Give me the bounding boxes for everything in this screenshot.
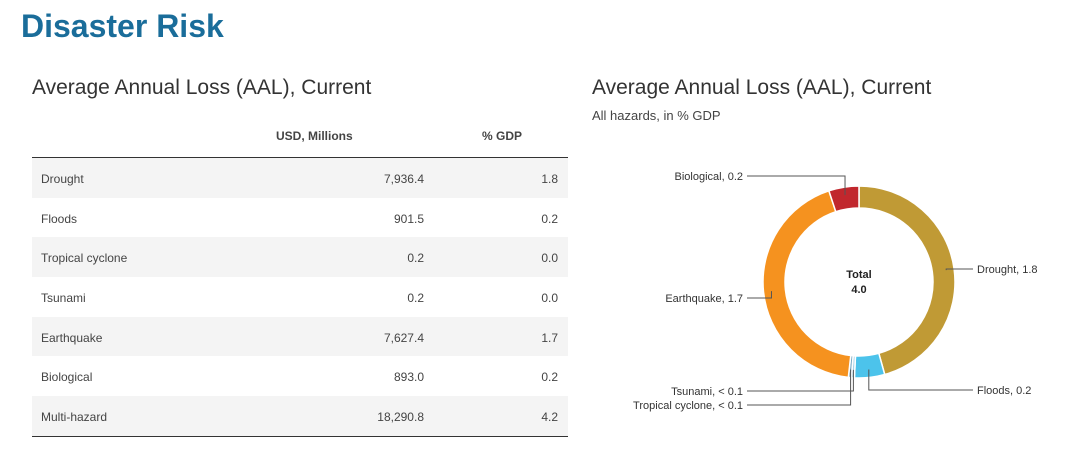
slice-earthquake: [762, 189, 852, 379]
slice-label: Tropical cyclone, < 0.1: [633, 400, 743, 412]
slice-floods: [853, 352, 886, 379]
cell-gdp: 1.7: [541, 330, 558, 345]
slice-connector: [868, 369, 973, 391]
cell-usd: 7,936.4: [383, 172, 424, 186]
cell-hazard: Multi-hazard: [41, 410, 108, 425]
cell-gdp: 0.0: [541, 251, 558, 266]
cell-hazard: Biological: [41, 370, 93, 385]
chart-title: Average Annual Loss (AAL), Current: [592, 76, 932, 99]
page-title: Disaster Risk: [21, 8, 224, 44]
table-row: Tsunami 0.2 0.0: [32, 277, 568, 317]
cell-usd: 893.0: [393, 370, 424, 385]
column-header-gdp: % GDP: [481, 129, 522, 143]
table-row: Tropical cyclone 0.2 0.0: [32, 237, 568, 278]
cell-hazard: Drought: [41, 172, 84, 186]
cell-gdp: 1.8: [541, 172, 558, 186]
table-row: Multi-hazard 18,290.8 4.2: [32, 396, 568, 436]
slice-drought: [858, 185, 956, 376]
slice-biological: [827, 185, 860, 213]
slice-label: Biological, 0.2: [675, 171, 744, 183]
cell-usd: 18,290.8: [377, 410, 424, 425]
donut-chart: Drought, 1.8 Floods, 0.2 Tsunami, < 0.1 Tro…: [633, 171, 1038, 412]
slice-label: Earthquake, 1.7: [665, 293, 743, 305]
column-header-usd: USD, Millions: [276, 129, 353, 143]
table-row: Floods 901.5 0.2: [32, 198, 568, 238]
cell-hazard: Tropical cyclone: [41, 251, 128, 266]
aal-table: USD, Millions % GDP Drought 7,936.4 1.8 Flo…: [32, 118, 568, 437]
cell-gdp: 4.2: [541, 410, 558, 425]
center-value: 4.0: [851, 284, 866, 296]
chart-subtitle: All hazards, in % GDP: [592, 108, 721, 123]
slice-connector: [747, 369, 854, 392]
cell-hazard: Earthquake: [41, 330, 103, 345]
slice-label: Drought, 1.8: [977, 264, 1038, 276]
table-body: Drought 7,936.4 1.8 Floods 901.5 0.2 Tropical …: [32, 158, 568, 436]
slice-label: Tsunami, < 0.1: [671, 386, 743, 398]
cell-usd: 0.2: [407, 251, 424, 266]
table-row: Drought 7,936.4 1.8: [32, 158, 568, 198]
table-title: Average Annual Loss (AAL), Current: [32, 76, 372, 99]
slice-connector: [747, 175, 846, 196]
cell-hazard: Floods: [41, 211, 78, 226]
center-label: Total: [846, 269, 871, 281]
cell-usd: 901.5: [393, 211, 424, 226]
table-header: USD, Millions % GDP: [32, 118, 568, 158]
table-row: Biological 893.0 0.2: [32, 356, 568, 396]
cell-hazard: Tsunami: [41, 291, 86, 306]
cell-usd: 7,627.4: [383, 330, 424, 345]
slice-connector: [945, 268, 973, 271]
slice-label: Floods, 0.2: [977, 385, 1031, 397]
table-row: Earthquake 7,627.4 1.7: [32, 316, 568, 357]
slice-connector: [747, 369, 852, 406]
cell-usd: 0.2: [407, 291, 424, 306]
slice-connector: [747, 291, 772, 299]
cell-gdp: 0.0: [541, 291, 558, 306]
cell-gdp: 0.2: [541, 370, 558, 385]
cell-gdp: 0.2: [541, 211, 558, 226]
table-bottom-rule: [32, 435, 568, 437]
